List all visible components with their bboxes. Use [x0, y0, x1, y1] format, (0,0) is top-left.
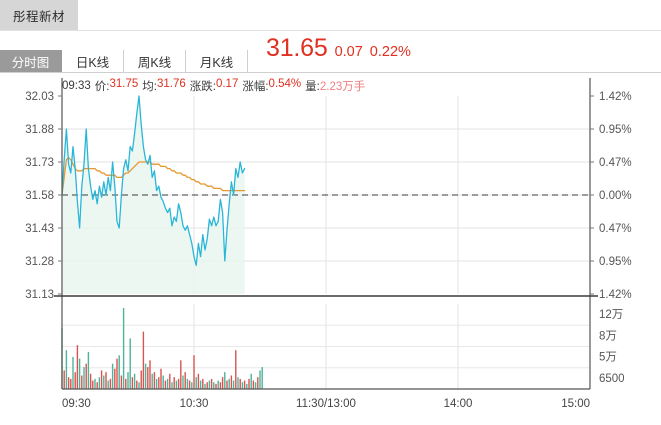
tab-week-k-label: 周K线	[137, 55, 172, 70]
price-block: 31.65 0.07 0.22%	[266, 34, 411, 62]
header-bar: 彤程新材	[0, 0, 661, 31]
info-pct-value: 0.54%	[268, 78, 302, 90]
stock-name-label: 彤程新材	[12, 9, 65, 24]
period-tabs: 分时图 日K线 周K线 月K线	[0, 50, 661, 73]
y-axis-right-tick: 0.95%	[599, 124, 632, 136]
x-axis-tick: 09:30	[62, 398, 91, 410]
y-axis-right-tick: 0.47%	[599, 223, 632, 235]
y-axis-right-tick: 0.95%	[599, 256, 632, 268]
info-change-label: 涨跌:	[189, 81, 216, 93]
intraday-chart-svg[interactable]: 32.03 31.88 31.73 31.58 31.43 31.28 31.13 1.42…	[0, 72, 661, 425]
volume-axis-tick: 12万	[599, 309, 623, 321]
x-axis-tick: 14:00	[444, 398, 473, 410]
tab-fenshi[interactable]: 分时图	[0, 50, 62, 72]
y-axis-right-labels: 1.42% 0.95% 0.47% 0.00% 0.47% 0.95% 1.42%	[599, 91, 632, 301]
volume-axis-tick: 6500	[599, 373, 625, 385]
tab-week-k[interactable]: 周K线	[124, 50, 186, 72]
y-axis-left-tick: 32.03	[25, 91, 54, 103]
y-axis-right-tick: 0.00%	[599, 190, 632, 202]
volume-axis-labels: 12万 8万 5万 6500	[599, 309, 625, 385]
tab-fenshi-label: 分时图	[11, 55, 50, 70]
chart-frame	[54, 78, 598, 390]
stock-name-tab[interactable]: 彤程新材	[0, 0, 78, 30]
info-change-value: 0.17	[215, 78, 239, 90]
y-axis-right-tick: 0.47%	[599, 157, 632, 169]
y-axis-left-tick: 31.13	[25, 289, 54, 301]
y-axis-left-tick: 31.88	[25, 124, 54, 136]
y-axis-left-tick: 31.43	[25, 223, 54, 235]
volume-bars	[61, 308, 263, 390]
info-time: 09:33	[62, 80, 91, 92]
volume-axis-tick: 8万	[599, 330, 617, 342]
info-volume-label: 量:	[305, 81, 320, 93]
info-pct-label: 涨幅:	[242, 81, 269, 93]
price-change: 0.07	[334, 44, 363, 60]
chart-info-row: 09:33 价: 31.75 均: 31.76 涨跌: 0.17 涨幅: 0.54% 量…	[62, 78, 365, 94]
x-axis-labels: 09:30 10:30 11:30/13:00 14:00 15:00	[62, 398, 590, 410]
price-line	[61, 95, 246, 267]
chart-area[interactable]: 09:33 价: 31.75 均: 31.76 涨跌: 0.17 涨幅: 0.54% 量…	[0, 72, 661, 425]
tab-day-k[interactable]: 日K线	[62, 50, 124, 72]
info-price-value: 31.75	[109, 78, 139, 90]
y-axis-left-labels: 32.03 31.88 31.73 31.58 31.43 31.28 31.13	[25, 91, 54, 301]
x-axis-tick: 15:00	[561, 398, 590, 410]
volume-axis-tick: 5万	[599, 352, 617, 364]
y-axis-right-tick: 1.42%	[599, 289, 632, 301]
price-change-percent: 0.22%	[369, 44, 411, 60]
x-axis-tick: 10:30	[180, 398, 209, 410]
tab-month-k[interactable]: 月K线	[186, 50, 248, 72]
y-axis-left-tick: 31.73	[25, 157, 54, 169]
y-axis-right-tick: 1.42%	[599, 91, 632, 103]
quote-row: 31.65 0.07 0.22%	[0, 34, 661, 68]
info-volume-value: 2.23万手	[319, 81, 366, 93]
y-axis-left-tick: 31.58	[25, 190, 54, 202]
x-axis-tick: 11:30/13:00	[296, 398, 356, 410]
info-price-label: 价:	[94, 81, 110, 93]
y-axis-left-tick: 31.28	[25, 256, 54, 268]
info-avg-label: 均:	[142, 81, 157, 93]
last-price: 31.65	[266, 34, 328, 62]
tab-day-k-label: 日K线	[75, 55, 110, 70]
tab-month-k-label: 月K线	[199, 55, 234, 70]
info-avg-value: 31.76	[156, 78, 186, 90]
average-price-line	[61, 156, 246, 196]
